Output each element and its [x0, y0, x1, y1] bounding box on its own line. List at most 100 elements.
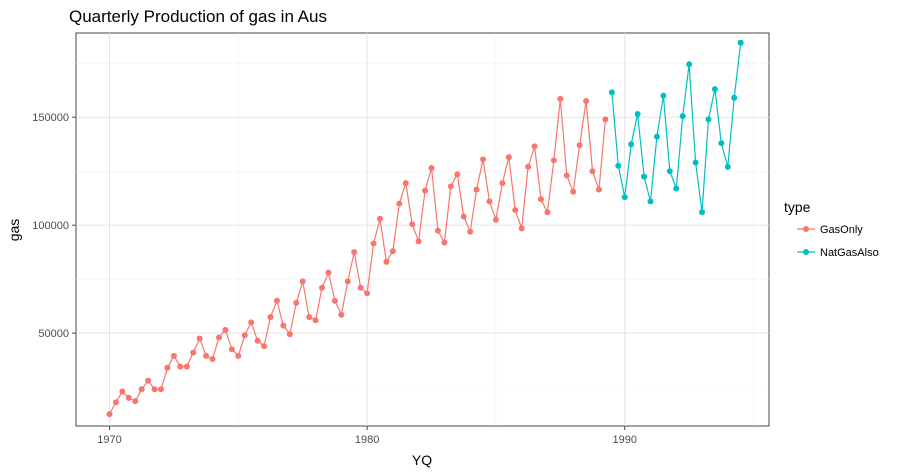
- legend-label-gasonly: GasOnly: [820, 224, 863, 236]
- data-point-gasonly: [248, 319, 255, 326]
- data-point-gasonly: [550, 157, 557, 164]
- data-point-gasonly: [106, 411, 113, 418]
- x-axis-title: YQ: [412, 452, 432, 468]
- data-point-natgasalso: [737, 39, 744, 46]
- data-point-natgasalso: [692, 159, 699, 166]
- data-point-gasonly: [112, 399, 119, 406]
- data-point-gasonly: [280, 322, 287, 329]
- data-point-gasonly: [473, 186, 480, 193]
- data-point-gasonly: [338, 311, 345, 318]
- data-point-gasonly: [357, 284, 364, 291]
- legend-label-natgasalso: NatGasAlso: [820, 247, 879, 259]
- data-point-gasonly: [557, 95, 564, 102]
- data-point-gasonly: [570, 188, 577, 195]
- y-tick-label: 150000: [32, 112, 69, 124]
- data-point-gasonly: [434, 227, 441, 234]
- data-point-gasonly: [183, 363, 190, 370]
- data-point-gasonly: [402, 180, 409, 187]
- legend-key-point-natgasalso: [803, 249, 809, 255]
- data-point-gasonly: [261, 343, 268, 350]
- data-point-natgasalso: [705, 116, 712, 123]
- data-point-gasonly: [531, 143, 538, 150]
- data-point-gasonly: [351, 249, 358, 256]
- data-point-gasonly: [293, 299, 300, 306]
- data-point-natgasalso: [679, 113, 686, 120]
- data-point-natgasalso: [699, 209, 706, 216]
- chart-title: Quarterly Production of gas in Aus: [69, 7, 327, 26]
- data-point-gasonly: [164, 364, 171, 371]
- data-point-gasonly: [364, 290, 371, 297]
- legend-title: type: [784, 199, 811, 215]
- data-point-gasonly: [312, 317, 319, 324]
- data-point-natgasalso: [686, 61, 693, 68]
- data-point-gasonly: [486, 198, 493, 205]
- data-point-gasonly: [209, 356, 216, 363]
- data-point-gasonly: [254, 337, 261, 344]
- legend-item-natgasalso: NatGasAlso: [797, 247, 879, 259]
- data-point-natgasalso: [621, 194, 628, 201]
- data-point-gasonly: [454, 171, 461, 178]
- data-point-gasonly: [422, 187, 429, 194]
- data-point-gasonly: [138, 386, 145, 393]
- data-point-gasonly: [203, 352, 210, 359]
- data-point-gasonly: [228, 346, 235, 353]
- data-point-gasonly: [428, 164, 435, 171]
- data-point-natgasalso: [608, 89, 615, 96]
- data-point-natgasalso: [731, 94, 738, 101]
- data-point-gasonly: [538, 196, 545, 203]
- data-point-gasonly: [389, 248, 396, 255]
- data-point-gasonly: [595, 186, 602, 193]
- data-point-gasonly: [518, 225, 525, 232]
- data-point-gasonly: [235, 352, 242, 359]
- data-point-gasonly: [273, 297, 280, 304]
- legend-key-point-gasonly: [803, 226, 809, 232]
- data-point-gasonly: [286, 331, 293, 338]
- data-point-natgasalso: [660, 92, 667, 99]
- data-point-natgasalso: [724, 163, 731, 170]
- data-point-gasonly: [499, 180, 506, 187]
- legend: type GasOnly NatGasAlso: [784, 199, 879, 259]
- data-point-gasonly: [267, 313, 274, 320]
- y-tick-label: 100000: [32, 220, 69, 232]
- data-point-gasonly: [215, 334, 222, 341]
- data-point-gasonly: [125, 394, 132, 401]
- data-point-gasonly: [190, 349, 197, 356]
- legend-item-gasonly: GasOnly: [797, 224, 863, 236]
- data-point-gasonly: [319, 284, 326, 291]
- data-point-natgasalso: [666, 168, 673, 175]
- data-point-gasonly: [512, 207, 519, 214]
- data-point-gasonly: [576, 142, 583, 149]
- data-point-gasonly: [222, 326, 229, 333]
- data-point-gasonly: [196, 335, 203, 342]
- data-point-gasonly: [492, 216, 499, 223]
- data-point-gasonly: [602, 116, 609, 123]
- data-point-natgasalso: [647, 198, 654, 205]
- data-point-gasonly: [396, 200, 403, 207]
- axes: 1970 1980 1990 50000 100000 150000: [32, 112, 637, 446]
- data-point-natgasalso: [673, 185, 680, 192]
- data-point-gasonly: [158, 386, 165, 393]
- data-point-gasonly: [505, 154, 512, 161]
- data-point-natgasalso: [653, 133, 660, 140]
- data-point-gasonly: [151, 386, 158, 393]
- data-point-gasonly: [409, 221, 416, 228]
- data-point-gasonly: [544, 209, 551, 216]
- data-point-gasonly: [563, 172, 570, 179]
- data-point-gasonly: [177, 363, 184, 370]
- data-point-gasonly: [467, 228, 474, 235]
- y-axis-title: gas: [6, 219, 22, 242]
- data-point-gasonly: [589, 168, 596, 175]
- x-tick-label: 1970: [97, 434, 121, 446]
- data-point-gasonly: [441, 239, 448, 246]
- data-point-gasonly: [447, 183, 454, 190]
- x-tick-label: 1990: [612, 434, 636, 446]
- data-point-gasonly: [460, 213, 467, 220]
- data-point-gasonly: [119, 388, 126, 395]
- data-point-gasonly: [145, 377, 152, 384]
- data-point-natgasalso: [718, 140, 725, 147]
- plot-panel: [75, 32, 770, 427]
- data-point-gasonly: [525, 163, 532, 170]
- data-point-gasonly: [325, 269, 332, 276]
- data-point-gasonly: [370, 240, 377, 247]
